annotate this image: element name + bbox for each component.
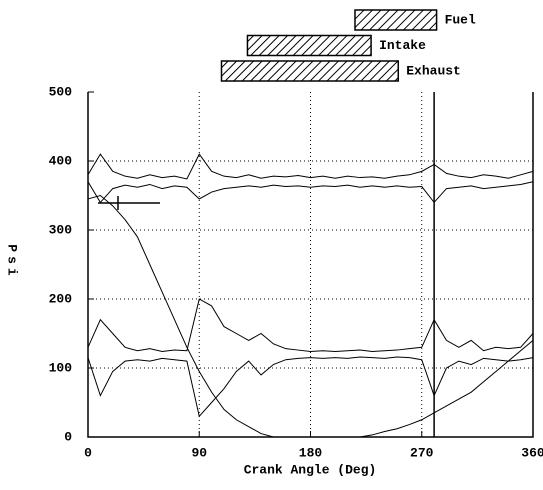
x-tick-label: 180 [299, 445, 323, 460]
trace [87, 194, 534, 438]
x-tick-label: 270 [410, 445, 434, 460]
trace [87, 181, 534, 204]
y-tick-label: 500 [49, 84, 73, 99]
x-tick-label: 0 [84, 445, 92, 460]
trace [87, 153, 534, 180]
y-tick-label: 100 [49, 360, 73, 375]
x-tick-label: 360 [521, 445, 543, 460]
timing-label: Exhaust [406, 63, 461, 78]
trace [87, 356, 534, 418]
timing-label: Intake [379, 38, 426, 53]
x-axis-label: Crank Angle (Deg) [244, 462, 377, 477]
x-tick-label: 90 [191, 445, 207, 460]
timing-bar [246, 34, 372, 57]
trace [87, 298, 534, 352]
timing-label: Fuel [445, 12, 476, 27]
y-tick-label: 0 [64, 429, 72, 444]
y-tick-label: 300 [49, 222, 73, 237]
y-tick-label: 400 [49, 153, 73, 168]
timing-bar [220, 60, 400, 82]
timing-bar [354, 9, 438, 31]
y-axis-label: Psi [5, 244, 20, 279]
y-tick-label: 200 [49, 291, 73, 306]
